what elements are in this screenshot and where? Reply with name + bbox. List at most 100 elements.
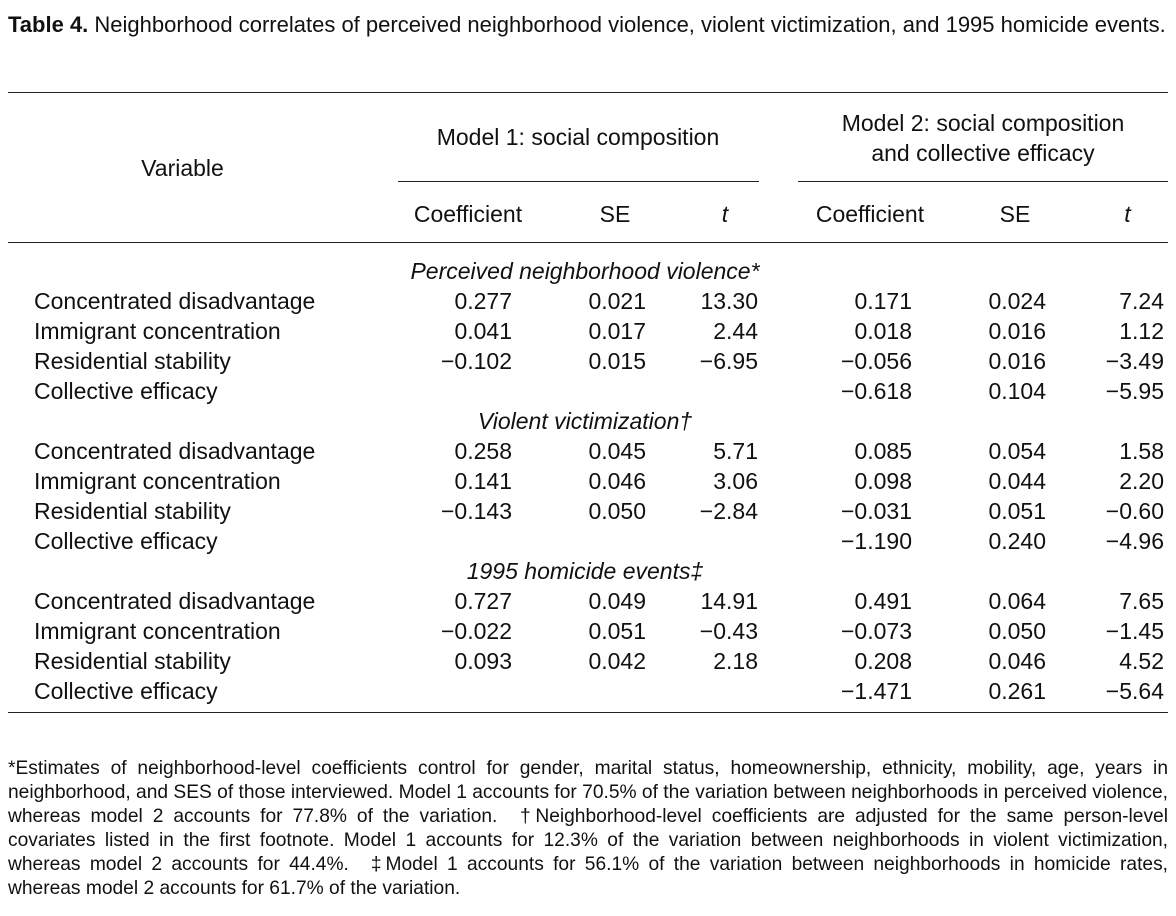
footnote-perceived-violence: *Estimates of neighborhood-level coeffic…	[8, 758, 1168, 827]
cell-m2-coefficient: 0.018	[854, 318, 912, 344]
cell-m2-se: 0.050	[988, 618, 1046, 644]
cell-m2-se: 0.104	[988, 378, 1046, 404]
col-header-m1-se: SE	[599, 201, 631, 227]
cell-m2-t: 2.20	[1119, 468, 1164, 494]
cell-m1-se: 0.051	[588, 618, 646, 644]
cell-m1-t: 3.06	[713, 468, 758, 494]
cell-m1-se: 0.050	[588, 498, 646, 524]
cell-m2-se: 0.024	[988, 288, 1046, 314]
cell-m1-coefficient: 0.093	[454, 648, 512, 674]
cell-m1-t: 13.30	[700, 288, 758, 314]
cell-m2-coefficient: 0.171	[854, 288, 912, 314]
header-model2-line2: and collective efficacy	[871, 140, 1095, 166]
cell-m2-t: 4.52	[1119, 648, 1164, 674]
cell-m1-se: 0.045	[588, 438, 646, 464]
row-label: Residential stability	[34, 648, 231, 674]
top-rule	[8, 92, 1168, 93]
cell-m2-t: −5.64	[1105, 678, 1164, 704]
row-label: Collective efficacy	[34, 528, 218, 554]
row-label: Immigrant concentration	[34, 618, 281, 644]
cell-m1-se: 0.046	[588, 468, 646, 494]
cell-m2-coefficient: −0.056	[841, 348, 912, 374]
cell-m2-se: 0.016	[988, 318, 1046, 344]
cell-m2-t: −0.60	[1105, 498, 1164, 524]
header-bottom-rule	[8, 242, 1168, 243]
cell-m1-se: 0.049	[588, 588, 646, 614]
cell-m1-coefficient: 0.141	[454, 468, 512, 494]
cell-m2-se: 0.064	[988, 588, 1046, 614]
header-model2-line1: Model 2: social composition	[841, 110, 1125, 136]
cell-m1-t: −2.84	[699, 498, 758, 524]
section-title: Violent victimization†	[477, 408, 693, 434]
model1-rule	[398, 181, 759, 182]
cell-m2-se: 0.261	[988, 678, 1046, 704]
cell-m1-coefficient: 0.041	[454, 318, 512, 344]
cell-m2-coefficient: −0.073	[841, 618, 912, 644]
cell-m1-t: −0.43	[699, 618, 758, 644]
cell-m2-coefficient: −1.190	[841, 528, 912, 554]
cell-m2-se: 0.016	[988, 348, 1046, 374]
cell-m2-coefficient: −0.618	[841, 378, 912, 404]
cell-m1-t: −6.95	[699, 348, 758, 374]
header-model1: Model 1: social composition	[436, 124, 720, 150]
footnote-victimization: †Neighborhood-level coefficients are adj…	[8, 806, 1168, 875]
cell-m1-t: 14.91	[700, 588, 758, 614]
col-header-m2-coefficient: Coefficient	[815, 201, 925, 227]
row-label: Residential stability	[34, 348, 231, 374]
cell-m2-coefficient: 0.098	[854, 468, 912, 494]
cell-m1-coefficient: −0.022	[441, 618, 512, 644]
row-label: Concentrated disadvantage	[34, 288, 316, 314]
cell-m2-t: 7.24	[1119, 288, 1164, 314]
cell-m1-se: 0.042	[588, 648, 646, 674]
cell-m2-se: 0.051	[988, 498, 1046, 524]
cell-m2-t: −4.96	[1105, 528, 1164, 554]
cell-m1-coefficient: 0.258	[454, 438, 512, 464]
cell-m2-se: 0.054	[988, 438, 1046, 464]
cell-m1-se: 0.015	[588, 348, 646, 374]
cell-m2-coefficient: −1.471	[841, 678, 912, 704]
section-title: Perceived neighborhood violence*	[410, 258, 760, 284]
cell-m2-t: −5.95	[1105, 378, 1164, 404]
col-header-m1-coefficient: Coefficient	[413, 201, 523, 227]
cell-m1-coefficient: −0.143	[441, 498, 512, 524]
row-label: Residential stability	[34, 498, 231, 524]
col-header-m2-t: t	[1124, 201, 1131, 227]
cell-m1-t: 2.18	[713, 648, 758, 674]
row-label: Collective efficacy	[34, 378, 218, 404]
row-label: Concentrated disadvantage	[34, 438, 316, 464]
cell-m1-coefficient: 0.277	[454, 288, 512, 314]
row-label: Concentrated disadvantage	[34, 588, 316, 614]
table-label: Table 4.	[8, 12, 89, 37]
section-title: 1995 homicide events‡	[466, 558, 704, 584]
cell-m2-t: 7.65	[1119, 588, 1164, 614]
row-label: Immigrant concentration	[34, 318, 281, 344]
cell-m2-se: 0.240	[988, 528, 1046, 554]
cell-m2-coefficient: 0.085	[854, 438, 912, 464]
cell-m2-coefficient: 0.208	[854, 648, 912, 674]
footnote-homicide: ‡Model 1 accounts for 56.1% of the varia…	[8, 854, 1168, 899]
cell-m1-coefficient: 0.727	[454, 588, 512, 614]
cell-m2-se: 0.046	[988, 648, 1046, 674]
table-footnotes: *Estimates of neighborhood-level coeffic…	[8, 757, 1168, 901]
header-variable: Variable	[141, 155, 224, 181]
col-header-m2-se: SE	[999, 201, 1031, 227]
cell-m1-t: 5.71	[713, 438, 758, 464]
row-label: Collective efficacy	[34, 678, 218, 704]
table-caption: Table 4. Neighborhood correlates of perc…	[8, 10, 1168, 39]
cell-m2-t: −1.45	[1105, 618, 1164, 644]
cell-m2-coefficient: −0.031	[841, 498, 912, 524]
cell-m2-se: 0.044	[988, 468, 1046, 494]
table-title: Neighborhood correlates of perceived nei…	[88, 12, 1166, 37]
cell-m1-t: 2.44	[713, 318, 758, 344]
col-header-m1-t: t	[721, 201, 729, 227]
cell-m1-coefficient: −0.102	[441, 348, 512, 374]
cell-m2-t: 1.12	[1119, 318, 1164, 344]
model2-rule	[798, 181, 1168, 182]
cell-m1-se: 0.021	[588, 288, 646, 314]
cell-m2-t: 1.58	[1119, 438, 1164, 464]
cell-m2-t: −3.49	[1105, 348, 1164, 374]
row-label: Immigrant concentration	[34, 468, 281, 494]
cell-m1-se: 0.017	[588, 318, 646, 344]
bottom-rule	[8, 712, 1168, 713]
cell-m2-coefficient: 0.491	[854, 588, 912, 614]
